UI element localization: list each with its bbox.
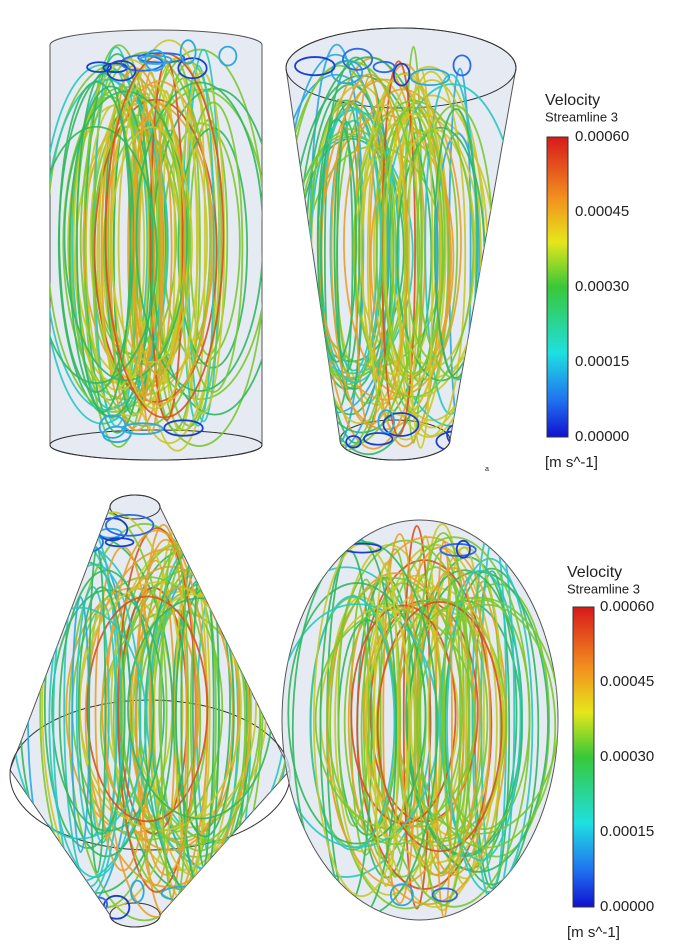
legend-tick-label: 0.00000	[575, 428, 629, 445]
streamline	[319, 533, 338, 555]
streamline	[483, 894, 508, 917]
legend-unit: [m s^-1]	[567, 924, 620, 941]
legend-title: Velocity	[545, 92, 600, 109]
legend-subtitle: Streamline 3	[545, 109, 618, 124]
legend-tick-label: 0.00060	[575, 128, 629, 145]
streamline	[489, 903, 526, 914]
streamline	[187, 520, 228, 529]
legend-tick-label: 0.00030	[600, 748, 654, 765]
stray-label: a	[485, 466, 489, 473]
streamline	[299, 526, 337, 545]
colorbar	[573, 607, 594, 907]
legend-tick-label: 0.00045	[600, 673, 654, 690]
legend-tick-label: 0.00015	[600, 823, 654, 840]
streamline	[504, 883, 527, 896]
streamline	[349, 528, 363, 541]
legend-tick-label: 0.00000	[600, 898, 654, 915]
legend-tick-label: 0.00060	[600, 598, 654, 615]
streamline	[46, 530, 76, 542]
legend-tick-label: 0.00045	[575, 203, 629, 220]
legend-subtitle: Streamline 3	[567, 581, 640, 596]
streamline	[500, 528, 533, 540]
streamline	[223, 518, 251, 538]
colorbar	[547, 137, 568, 437]
figure: Velocity Streamline 3 [m s^-1] Velocity …	[0, 0, 684, 945]
legend-tick-label: 0.00030	[575, 278, 629, 295]
legend-tick-label: 0.00015	[575, 353, 629, 370]
streamline	[308, 895, 356, 908]
streamline	[309, 539, 337, 547]
legend-title: Velocity	[567, 564, 622, 581]
streamline	[212, 528, 250, 543]
streamline	[466, 409, 495, 432]
legend-unit: [m s^-1]	[545, 454, 598, 471]
streamline	[235, 526, 261, 540]
